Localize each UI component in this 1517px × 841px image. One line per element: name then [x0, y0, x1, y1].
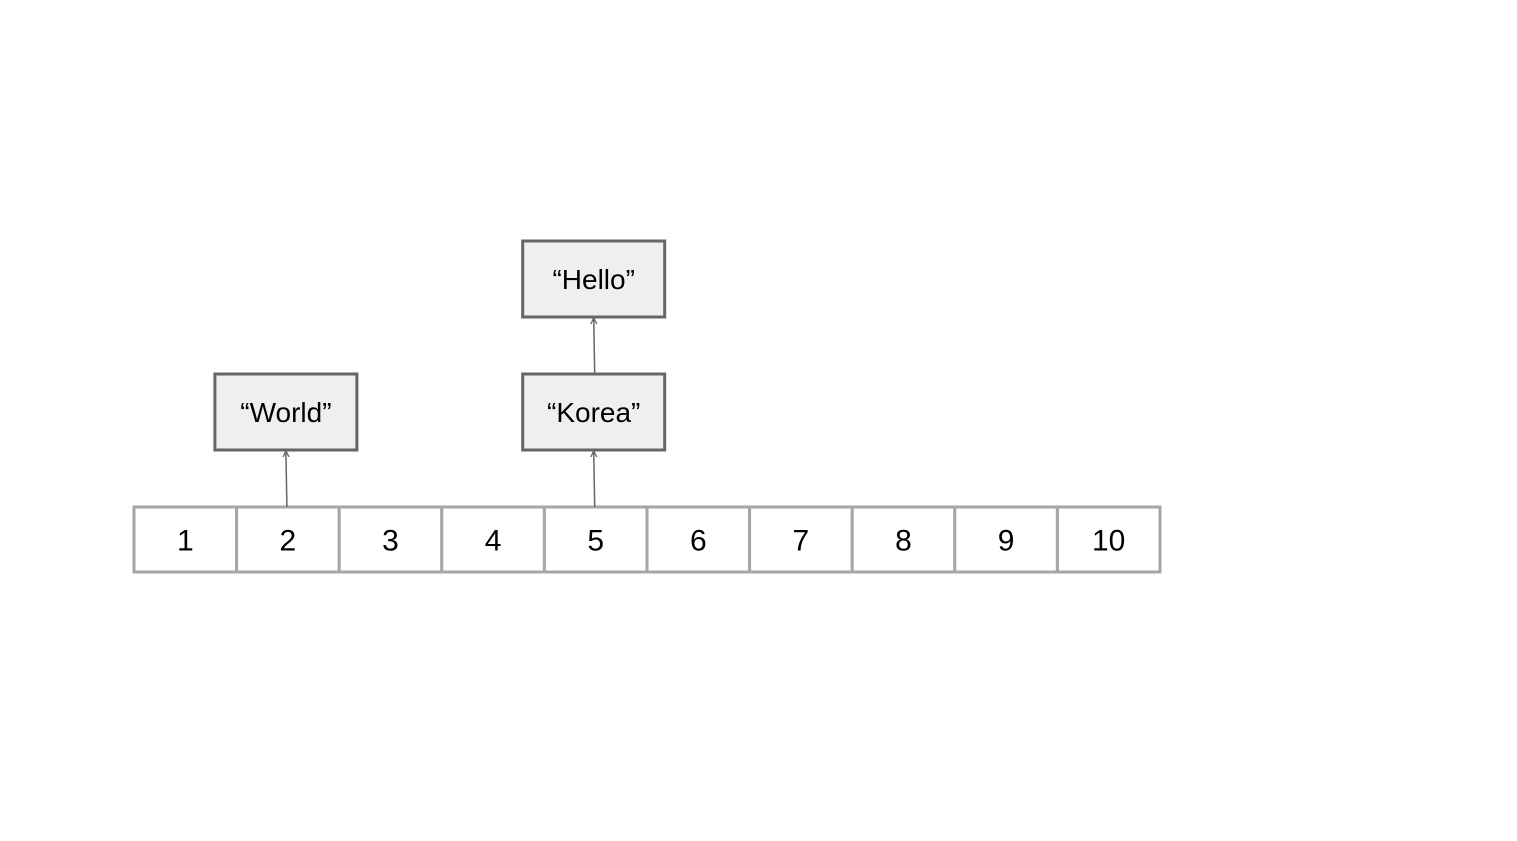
bucket-cell-3: 3: [337, 505, 444, 574]
bucket-cell-label: 9: [998, 525, 1015, 558]
chain-arrow: [286, 451, 287, 508]
bucket-cell-1: 1: [132, 505, 239, 574]
bucket-cell-10: 10: [1055, 505, 1162, 574]
chain-node-label: “Hello”: [552, 264, 634, 295]
chain-arrow: [594, 451, 595, 508]
bucket-cell-label: 1: [177, 525, 194, 558]
bucket-cell-label: 8: [895, 525, 912, 558]
chain-nodes: “World” “Korea” “Hello”: [213, 239, 667, 452]
chain-node: “Korea”: [521, 372, 667, 452]
chain-links: [286, 318, 595, 508]
bucket-cell-label: 4: [485, 525, 502, 558]
chain-node-label: “Korea”: [547, 397, 640, 428]
chain-node: “World”: [213, 372, 359, 452]
bucket-cell-5: 5: [542, 505, 649, 574]
bucket-cell-label: 5: [587, 525, 604, 558]
bucket-cell-8: 8: [850, 505, 957, 574]
bucket-cell-9: 9: [953, 505, 1059, 574]
bucket-cell-label: 7: [793, 525, 810, 558]
bucket-cell-6: 6: [645, 505, 752, 574]
bucket-cell-label: 6: [690, 525, 707, 558]
bucket-cell-label: 10: [1092, 525, 1125, 558]
chain-node: “Hello”: [521, 239, 667, 319]
bucket-cell-4: 4: [440, 505, 546, 574]
bucket-cell-2: 2: [235, 505, 341, 574]
bucket-cell-label: 2: [280, 525, 297, 558]
chain-arrow: [594, 318, 595, 375]
chain-node-label: “World”: [240, 397, 331, 428]
bucket-cell-7: 7: [748, 505, 854, 574]
bucket-array: 1 2 3 4 5 6 7 8 9 10: [132, 505, 1162, 574]
bucket-cell-label: 3: [382, 525, 399, 558]
